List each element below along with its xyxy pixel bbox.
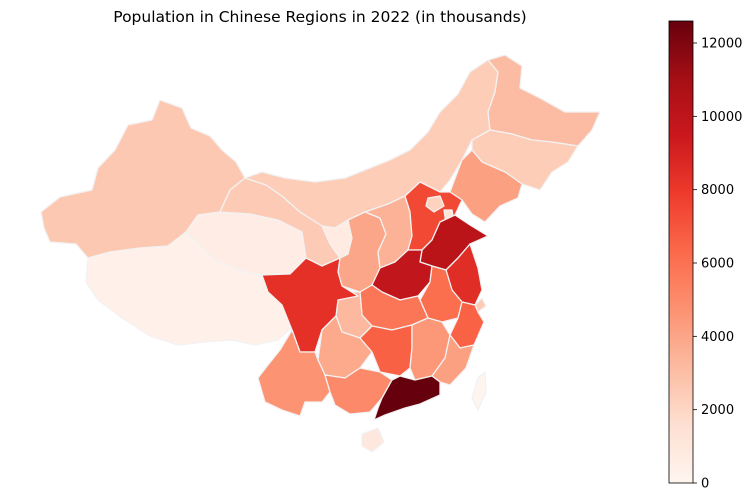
colorbar-tick-label: 10000 xyxy=(701,110,742,125)
colorbar-tick-label: 4000 xyxy=(701,330,734,345)
region-guangdong xyxy=(373,375,441,421)
region-hainan xyxy=(361,427,385,453)
colorbar-tick-label: 6000 xyxy=(701,257,734,272)
region-beijing xyxy=(425,195,445,213)
colorbar-ticks: 0 2000 4000 6000 8000 10000 12000 xyxy=(693,37,742,492)
chart-title: Population in Chinese Regions in 2022 (i… xyxy=(113,8,527,26)
region-fujian xyxy=(431,334,475,386)
region-taiwan xyxy=(471,371,487,411)
colorbar-tick-label: 2000 xyxy=(701,403,734,418)
colorbar-tick-label: 0 xyxy=(701,477,709,492)
region-yunnan xyxy=(257,329,331,417)
region-heilongjiang xyxy=(487,54,601,147)
region-hunan xyxy=(359,324,413,377)
region-sichuan xyxy=(261,257,359,353)
colorbar-gradient xyxy=(668,20,694,484)
choropleth-map xyxy=(40,54,601,453)
colorbar-tick-label: 12000 xyxy=(701,37,742,52)
colorbar-tick-label: 8000 xyxy=(701,183,734,198)
region-group xyxy=(40,54,601,453)
